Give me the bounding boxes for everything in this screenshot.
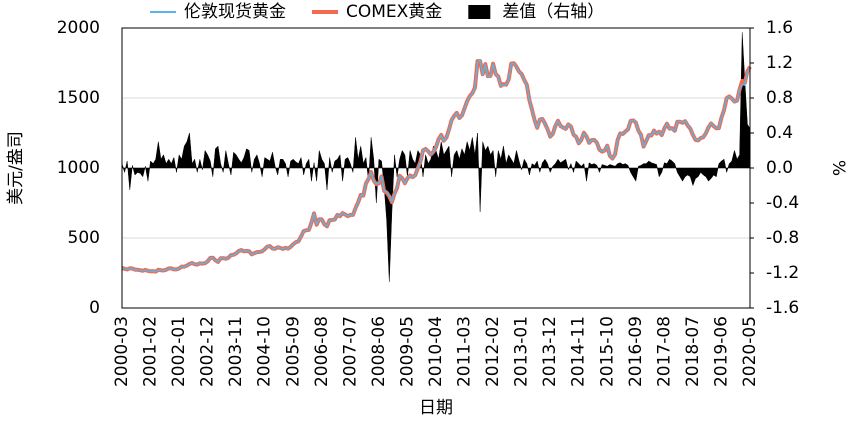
x-tick-label: 2017-08 (654, 316, 674, 387)
x-tick-label: 2002-01 (169, 316, 189, 387)
y2-tick-label: 0.4 (766, 123, 793, 143)
y2-tick-label: -0.4 (766, 193, 799, 213)
x-tick-label: 2013-12 (540, 316, 560, 387)
x-tick-label: 2006-08 (312, 316, 332, 387)
x-tick-label: 2019-06 (711, 316, 731, 387)
x-tick-label: 2014-11 (569, 316, 589, 387)
y2-tick-label: 1.6 (766, 18, 793, 38)
y2-tick-label: 0.8 (766, 88, 793, 108)
y2-tick-label: -1.2 (766, 263, 799, 283)
x-tick-label: 2020-05 (740, 316, 760, 387)
price-line (121, 59, 751, 273)
x-tick-label: 2016-09 (626, 316, 646, 387)
x-tick-label: 2004-10 (255, 316, 275, 387)
x-tick-label: 2012-02 (483, 316, 503, 387)
y2-tick-label: 0.0 (766, 158, 793, 178)
x-tick-label: 2015-10 (597, 316, 617, 387)
x-tick-label: 2010-04 (426, 316, 446, 387)
y2-tick-label: 1.2 (766, 53, 793, 73)
x-tick-label: 2008-06 (369, 316, 389, 387)
y2-axis-label: % (828, 160, 848, 176)
x-tick-label: 2002-12 (198, 316, 218, 387)
plot-frame (121, 27, 751, 309)
y-axis-label: 美元/盎司 (6, 131, 26, 205)
y2-tick-label: -0.8 (766, 228, 799, 248)
y-tick-label: 500 (68, 228, 100, 248)
x-tick-label: 2001-02 (141, 316, 161, 387)
legend-label: 差值（右轴） (502, 2, 604, 22)
x-tick-label: 2000-03 (112, 316, 132, 387)
difference-area (121, 32, 751, 282)
legend-label: 伦敦现货黄金 (184, 2, 286, 22)
x-tick-label: 2018-07 (683, 316, 703, 387)
x-axis-label: 日期 (419, 398, 453, 418)
y-tick-label: 2000 (57, 18, 100, 38)
x-tick-label: 2009-05 (397, 316, 417, 387)
y-tick-label: 1500 (57, 88, 100, 108)
x-tick-label: 2007-07 (340, 316, 360, 387)
y-tick-label: 0 (89, 298, 100, 318)
y-tick-label: 1000 (57, 158, 100, 178)
x-tick-label: 2011-03 (455, 316, 475, 387)
legend-label: COMEX黄金 (346, 2, 442, 22)
x-tick-label: 2003-11 (226, 316, 246, 387)
x-tick-label: 2013-01 (512, 316, 532, 387)
x-tick-label: 2005-09 (283, 316, 303, 387)
legend-swatch (468, 5, 491, 19)
y2-tick-label: -1.6 (766, 298, 799, 318)
